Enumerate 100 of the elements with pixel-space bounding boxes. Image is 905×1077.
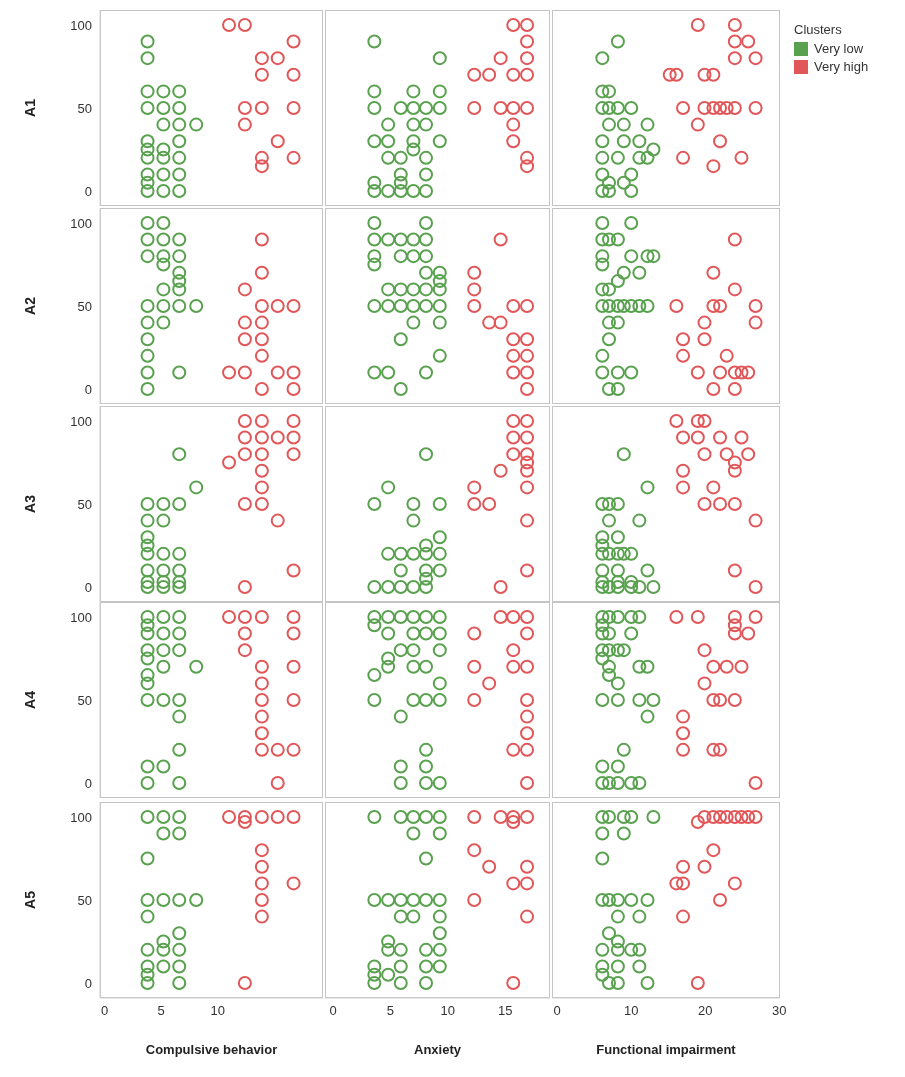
point (419, 299, 434, 313)
point (140, 215, 155, 230)
point (520, 909, 535, 924)
point (156, 167, 171, 182)
point (419, 117, 434, 132)
point (741, 447, 756, 462)
point (367, 580, 382, 595)
point (676, 742, 691, 757)
point (393, 282, 408, 297)
point (254, 101, 269, 115)
point (506, 117, 521, 132)
point (172, 926, 187, 941)
point (237, 101, 252, 115)
point (381, 942, 396, 957)
point (222, 609, 237, 624)
point (602, 580, 616, 595)
point (254, 430, 269, 445)
point (172, 274, 187, 289)
point (493, 809, 508, 824)
point (610, 959, 625, 974)
point (140, 959, 155, 974)
point (646, 580, 661, 595)
point (432, 315, 447, 330)
point (610, 934, 625, 949)
point (172, 693, 187, 707)
point (254, 659, 269, 674)
point (520, 365, 535, 380)
point (595, 580, 610, 595)
point (610, 530, 625, 545)
point (406, 117, 421, 132)
point (286, 693, 301, 707)
point (432, 546, 447, 561)
point (706, 382, 721, 397)
y-tick-label: 50 (77, 692, 92, 708)
point (254, 232, 269, 247)
point (727, 563, 742, 578)
point (520, 563, 535, 578)
point (172, 265, 187, 280)
point (595, 348, 610, 363)
point (254, 909, 269, 924)
point (632, 513, 647, 528)
point (520, 447, 535, 462)
point (506, 134, 521, 149)
point (254, 843, 269, 858)
y-tick-label: 0 (84, 775, 92, 791)
point (172, 84, 187, 99)
point (669, 299, 684, 313)
point (646, 249, 661, 264)
y-tick-label: 100 (70, 609, 92, 625)
point (156, 257, 171, 272)
point (520, 382, 535, 397)
point (381, 232, 396, 247)
point (595, 282, 610, 297)
point (140, 643, 155, 658)
point (419, 759, 434, 774)
point (734, 430, 749, 445)
point (602, 926, 616, 941)
point (669, 67, 684, 82)
point (254, 348, 269, 363)
point (140, 513, 155, 528)
point (520, 463, 535, 478)
point (419, 215, 434, 230)
point (367, 175, 382, 190)
point (602, 84, 616, 99)
point (676, 709, 691, 724)
point (237, 117, 252, 132)
point (610, 563, 625, 578)
point (493, 51, 508, 66)
point (237, 976, 252, 991)
point (706, 659, 721, 674)
point (367, 693, 382, 707)
point (506, 17, 521, 32)
point (690, 609, 705, 624)
point (610, 976, 625, 991)
x-axis-title: Functional impairment (596, 1042, 737, 1057)
point (419, 265, 434, 280)
point (602, 513, 616, 528)
point (595, 51, 610, 66)
point (156, 546, 171, 561)
point (140, 34, 155, 49)
point (748, 609, 763, 624)
point (393, 942, 408, 957)
point (713, 299, 728, 313)
point (381, 282, 396, 297)
point (506, 299, 521, 313)
point (697, 315, 712, 330)
point (602, 668, 616, 683)
point (602, 332, 616, 347)
point (727, 609, 742, 624)
point (270, 809, 285, 824)
point (595, 84, 610, 99)
point (520, 859, 535, 874)
point (156, 232, 171, 247)
point (727, 365, 742, 380)
point (381, 365, 396, 380)
point (595, 759, 610, 774)
point (156, 513, 171, 528)
point (432, 926, 447, 941)
point (676, 480, 691, 495)
point (432, 265, 447, 280)
